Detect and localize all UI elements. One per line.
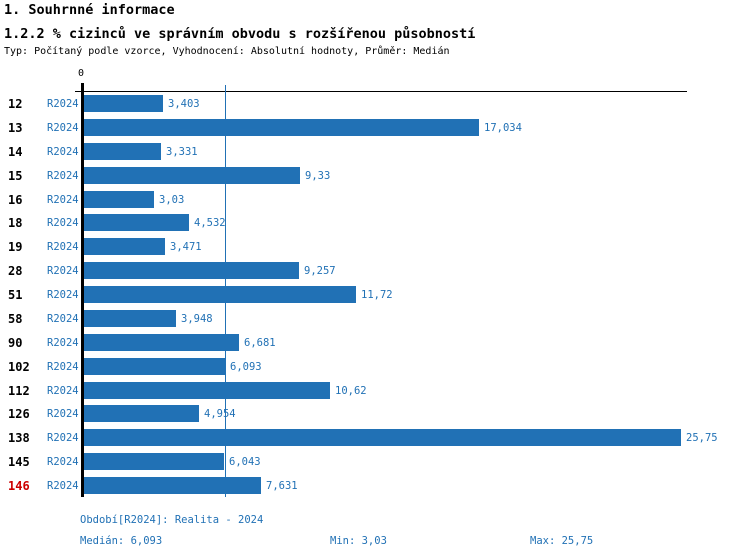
series-label: R2024 <box>47 217 79 229</box>
bar <box>84 405 199 422</box>
category-label: 102 <box>8 360 30 374</box>
chart-title: 1.2.2 % cizinců ve správním obvodu s roz… <box>4 26 476 42</box>
chart-row: 19 R2024 3,471 <box>0 234 750 258</box>
bar <box>84 286 356 303</box>
series-label: R2024 <box>47 432 79 444</box>
category-label: 28 <box>8 264 23 278</box>
series-label: R2024 <box>47 313 79 325</box>
chart-row: 126 R2024 4,954 <box>0 401 750 425</box>
bar <box>84 382 330 399</box>
period-label: Období[R2024]: Realita - 2024 <box>80 514 264 526</box>
value-label: 6,093 <box>230 361 262 373</box>
bar <box>84 262 299 279</box>
chart-row: 15 R2024 9,33 <box>0 163 750 187</box>
category-label: 16 <box>8 193 23 207</box>
category-label: 19 <box>8 240 23 254</box>
x-axis-line <box>75 91 687 92</box>
chart-row: 102 R2024 6,093 <box>0 354 750 378</box>
category-label: 18 <box>8 216 23 230</box>
chart-row: 28 R2024 9,257 <box>0 258 750 282</box>
value-label: 3,948 <box>181 313 213 325</box>
value-label: 25,75 <box>686 432 718 444</box>
category-label: 15 <box>8 169 23 183</box>
x-axis-zero-tick-label: 0 <box>78 68 85 79</box>
value-label: 6,681 <box>244 337 276 349</box>
value-label: 4,532 <box>194 217 226 229</box>
bar <box>84 429 681 446</box>
chart-row: 14 R2024 3,331 <box>0 139 750 163</box>
series-label: R2024 <box>47 265 79 277</box>
series-label: R2024 <box>47 480 79 492</box>
chart-row: 90 R2024 6,681 <box>0 330 750 354</box>
chart-row: 138 R2024 25,75 <box>0 425 750 449</box>
category-label: 90 <box>8 336 23 350</box>
category-label: 58 <box>8 312 23 326</box>
report-section-title: 1. Souhrnné informace <box>4 2 175 18</box>
series-label: R2024 <box>47 170 79 182</box>
chart-row: 145 R2024 6,043 <box>0 449 750 473</box>
bar <box>84 477 261 494</box>
bar <box>84 453 224 470</box>
value-label: 10,62 <box>335 385 367 397</box>
max-stat: Max: 25,75 <box>530 535 594 547</box>
series-label: R2024 <box>47 146 79 158</box>
median-stat: Medián: 6,093 <box>80 535 163 547</box>
chart-row: 12 R2024 3,403 <box>0 91 750 115</box>
chart-row: 112 R2024 10,62 <box>0 378 750 402</box>
bar <box>84 119 479 136</box>
bar <box>84 310 176 327</box>
category-label: 112 <box>8 384 30 398</box>
series-label: R2024 <box>47 241 79 253</box>
value-label: 3,03 <box>159 194 185 206</box>
value-label: 9,33 <box>305 170 331 182</box>
value-label: 6,043 <box>229 456 261 468</box>
category-label: 51 <box>8 288 23 302</box>
value-label: 7,631 <box>266 480 298 492</box>
value-label: 4,954 <box>204 408 236 420</box>
chart-row: 13 R2024 17,034 <box>0 115 750 139</box>
min-stat: Min: 3,03 <box>330 535 387 547</box>
chart-row: 146 R2024 7,631 <box>0 473 750 497</box>
series-label: R2024 <box>47 289 79 301</box>
series-label: R2024 <box>47 122 79 134</box>
value-label: 11,72 <box>361 289 393 301</box>
bar <box>84 143 161 160</box>
bar <box>84 334 239 351</box>
value-label: 3,471 <box>170 241 202 253</box>
category-label: 145 <box>8 455 30 469</box>
bar <box>84 238 165 255</box>
chart-subtitle: Typ: Počítaný podle vzorce, Vyhodnocení:… <box>4 46 450 57</box>
category-label: 126 <box>8 407 30 421</box>
value-label: 17,034 <box>484 122 522 134</box>
series-label: R2024 <box>47 408 79 420</box>
series-label: R2024 <box>47 194 79 206</box>
chart-row: 18 R2024 4,532 <box>0 210 750 234</box>
bar <box>84 95 163 112</box>
category-label: 13 <box>8 121 23 135</box>
value-label: 3,331 <box>166 146 198 158</box>
category-label: 138 <box>8 431 30 445</box>
series-label: R2024 <box>47 337 79 349</box>
chart-row: 58 R2024 3,948 <box>0 306 750 330</box>
category-label: 14 <box>8 145 23 159</box>
bar <box>84 191 154 208</box>
series-label: R2024 <box>47 385 79 397</box>
y-axis-line <box>81 83 84 497</box>
series-label: R2024 <box>47 361 79 373</box>
bar <box>84 358 225 375</box>
category-label: 12 <box>8 97 23 111</box>
value-label: 3,403 <box>168 98 200 110</box>
chart-row: 51 R2024 11,72 <box>0 282 750 306</box>
category-label: 146 <box>8 479 30 493</box>
bar <box>84 214 189 231</box>
bar <box>84 167 300 184</box>
series-label: R2024 <box>47 98 79 110</box>
value-label: 9,257 <box>304 265 336 277</box>
chart-row: 16 R2024 3,03 <box>0 187 750 211</box>
series-label: R2024 <box>47 456 79 468</box>
